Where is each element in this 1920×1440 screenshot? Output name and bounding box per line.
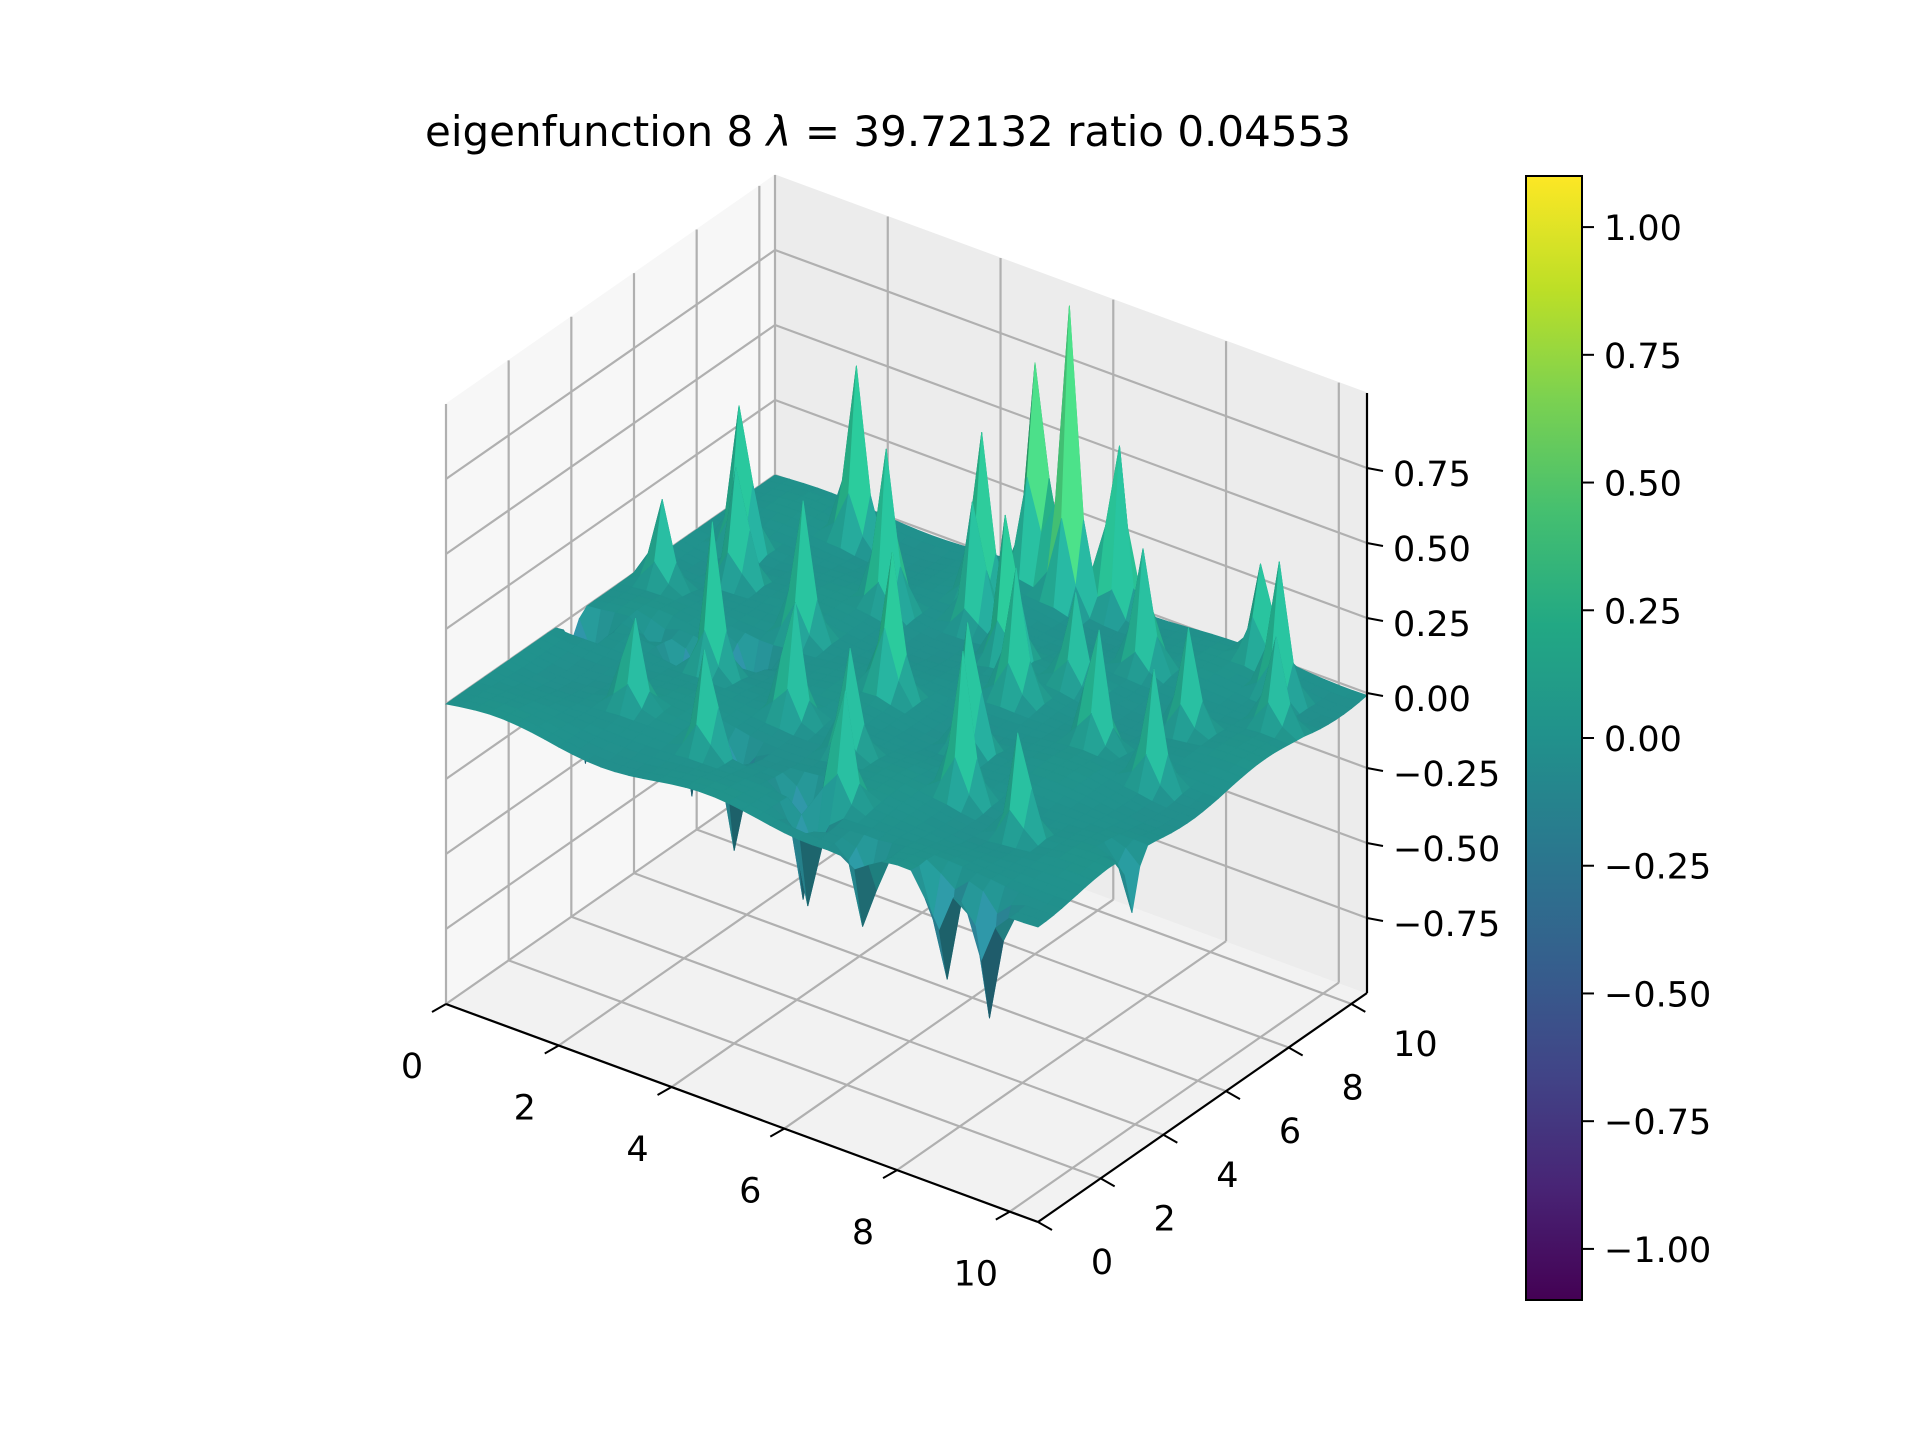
- grid-y-floor: [570, 915, 1164, 1136]
- z-tick-label: −0.25: [1393, 755, 1500, 795]
- grid-y-floor: [633, 872, 1227, 1093]
- y-axis-ticks: 0 24 6 8 10: [1037, 1003, 1438, 1283]
- title-symbol: λ: [765, 107, 792, 156]
- colorbar-tick-label: −1.00: [1604, 1231, 1711, 1271]
- y-tick-label: 6: [1279, 1112, 1301, 1152]
- title-equals: =: [791, 107, 853, 156]
- x-axis-line: [445, 1002, 1039, 1224]
- z-tick-mark: [1366, 842, 1384, 847]
- y-tick-mark: [1100, 1177, 1116, 1188]
- y-axis-line: [1037, 992, 1368, 1223]
- grid-y-floor: [508, 959, 1102, 1180]
- x-tick-label: 6: [739, 1172, 761, 1212]
- z-axis-ticks: −0.75 −0.50 −0.25 0.00 0.25 0.50 0.75: [1366, 455, 1500, 945]
- z-tick-mark: [1366, 692, 1384, 697]
- colorbar-tick-label: 0.75: [1604, 337, 1682, 377]
- grid-x-floor: [558, 815, 889, 1047]
- z-tick-label: 0.25: [1393, 605, 1471, 645]
- z-tick-mark: [1366, 767, 1384, 772]
- colorbar-tick-label: −0.50: [1604, 975, 1711, 1015]
- grid-x-floor: [445, 774, 776, 1005]
- x-tick-mark: [769, 1127, 785, 1138]
- x-tick-label: 10: [954, 1255, 999, 1295]
- grid-x-floor: [1009, 981, 1340, 1213]
- x-tick-mark: [544, 1044, 560, 1055]
- colorbar-tick-label: −0.75: [1604, 1103, 1711, 1143]
- y-tick-label: 0: [1091, 1243, 1113, 1283]
- z-tick-mark: [1366, 617, 1384, 622]
- chart-title: eigenfunction 8 λ = 39.72132 ratio 0.045…: [425, 107, 1351, 156]
- grid-x-floor: [783, 898, 1114, 1130]
- y-tick-mark: [1350, 1003, 1366, 1013]
- z-tick-label: 0.75: [1393, 455, 1471, 495]
- x-tick-label: 8: [852, 1213, 874, 1253]
- x-axis-ticks: 0 2 4 6 8 10: [401, 1003, 1011, 1295]
- grid-z-left: [445, 399, 776, 630]
- colorbar-tick-label: 0.50: [1604, 465, 1682, 505]
- colorbar: −1.00 −0.75 −0.50 −0.25 0.00 0.25 0.50 0.75 1.00: [1525, 175, 1711, 1301]
- grid-z-left: [445, 249, 776, 480]
- z-tick-label: −0.75: [1393, 905, 1500, 945]
- x-tick-label: 0: [401, 1047, 423, 1087]
- colorbar-gradient: [1525, 175, 1583, 1301]
- surface-patch: [1023, 916, 1047, 928]
- y-tick-label: 10: [1393, 1025, 1438, 1065]
- x-tick-mark: [431, 1003, 447, 1013]
- colorbar-tick-label: 0.00: [1604, 720, 1682, 760]
- colorbar-tick-label: 1.00: [1604, 209, 1682, 249]
- x-tick-mark: [657, 1086, 673, 1096]
- y-tick-label: 4: [1216, 1156, 1238, 1196]
- y-tick-label: 2: [1154, 1199, 1176, 1239]
- title-value: 39.72132 ratio 0.04553: [853, 107, 1351, 156]
- x-tick-label: 2: [514, 1089, 536, 1129]
- title-prefix: eigenfunction 8: [425, 107, 767, 156]
- y-tick-mark: [1288, 1046, 1304, 1057]
- z-tick-mark: [1366, 542, 1384, 547]
- y-tick-label: 8: [1342, 1069, 1364, 1109]
- y-tick-mark: [1037, 1221, 1053, 1231]
- z-tick-mark: [1366, 467, 1384, 472]
- z-tick-label: 0.00: [1393, 680, 1471, 720]
- x-tick-label: 4: [626, 1130, 648, 1170]
- z-tick-mark: [1366, 917, 1384, 922]
- x-tick-mark: [882, 1169, 898, 1179]
- grid-x-floor: [896, 940, 1227, 1171]
- x-tick-mark: [995, 1210, 1011, 1221]
- surface-plot: [444, 305, 1368, 1019]
- y-tick-mark: [1162, 1133, 1178, 1144]
- z-tick-label: −0.50: [1393, 830, 1500, 870]
- z-tick-label: 0.50: [1393, 530, 1471, 570]
- y-tick-mark: [1225, 1090, 1241, 1101]
- grid-z-left: [445, 324, 776, 555]
- colorbar-tick-label: −0.25: [1604, 848, 1711, 888]
- colorbar-ticks: −1.00 −0.75 −0.50 −0.25 0.00 0.25 0.50 0.75 1.00: [1582, 209, 1711, 1271]
- colorbar-tick-label: 0.25: [1604, 592, 1682, 632]
